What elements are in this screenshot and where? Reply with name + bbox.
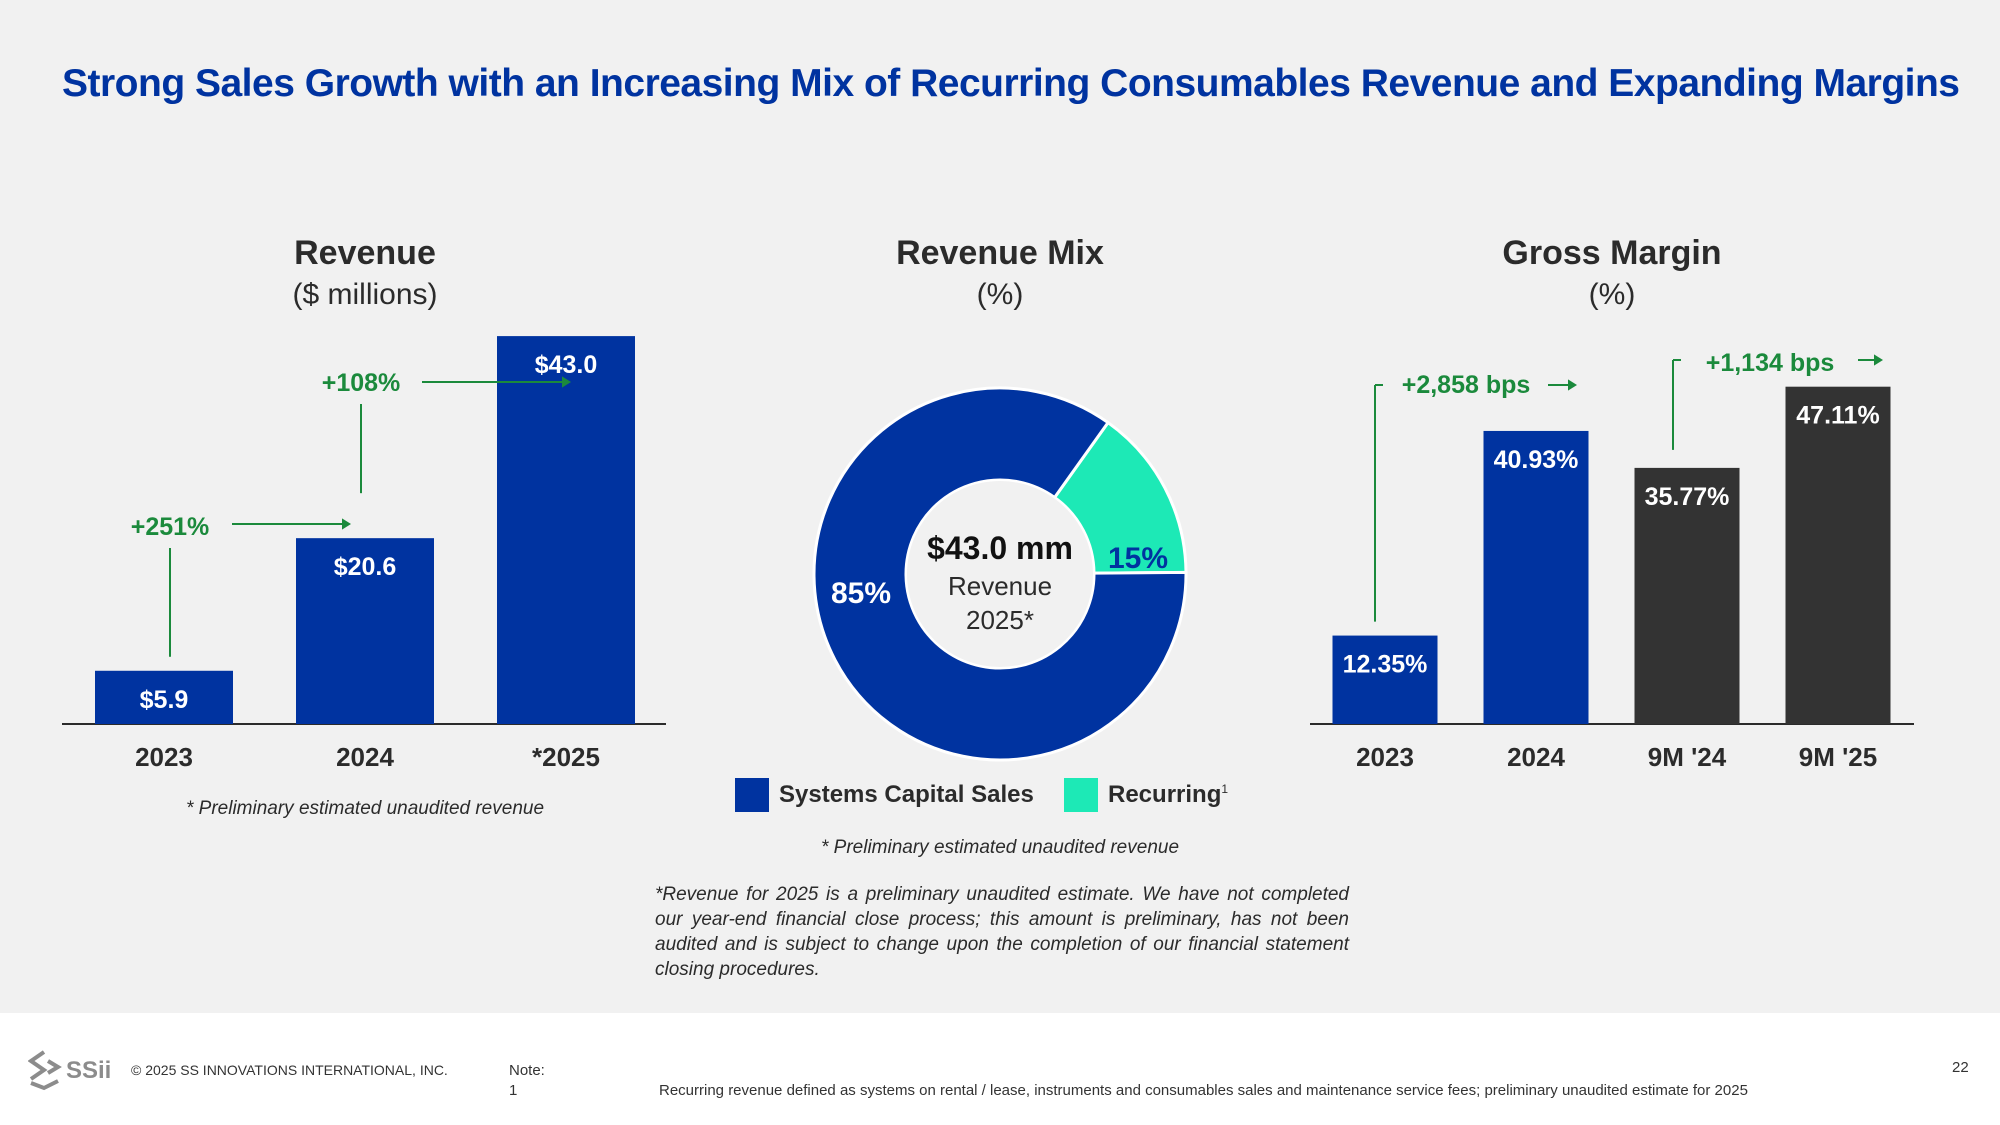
chart1-slice-label-systems: 85% [831,577,891,610]
chart2-value-label-3: 47.11% [1796,402,1879,430]
legend-label-recurring: Recurring1 [1108,781,1229,808]
chart1-donut-center [907,481,1093,667]
note-text: Recurring revenue defined as systems on … [659,1082,1748,1099]
chart1-slice-systems [812,386,1188,762]
chart1-center-label-2: 2025* [966,605,1034,635]
disclaimer-text: *Revenue for 2025 is a preliminary unaud… [655,884,1349,980]
chart2-bar-2 [1634,467,1740,724]
chart2-value-label-2: 35.77% [1645,483,1730,511]
footer: SSii © 2025 SS INNOVATIONS INTERNATIONAL… [0,1013,2000,1125]
page-number: 22 [1952,1059,1969,1076]
chart0-value-label-1: $20.6 [334,553,397,581]
chart2-category-label-0: 2023 [1356,742,1414,772]
chart2-annotation-arrow-1 [1874,354,1883,366]
chart2-bar-1 [1483,430,1589,724]
legend-item-recurring: Recurring1 [1064,778,1228,812]
chart2-value-label-1: 40.93% [1494,446,1579,474]
margin-title: Gross Margin [1502,234,1722,272]
copyright: © 2025 SS INNOVATIONS INTERNATIONAL, INC… [131,1062,448,1078]
chart0-bar-0 [95,670,233,724]
note-label: Note: [509,1062,545,1079]
chart1-center-label-1: Revenue [948,571,1052,601]
chart2-bar-0 [1332,635,1438,724]
logo-text: SSii [66,1057,111,1084]
chart2-category-label-2: 9M '24 [1648,742,1727,772]
chart2-category-label-3: 9M '25 [1799,742,1877,772]
chart0-category-label-2: *2025 [532,742,600,772]
ssii-logo: SSii [27,1049,128,1096]
chart0-bar-1 [296,538,434,724]
revenue-title: Revenue [294,234,436,272]
chart2-value-label-0: 12.35% [1343,651,1428,679]
slide-title: Strong Sales Growth with an Increasing M… [62,62,1960,105]
chart0-annotation-0: +251% [131,513,210,541]
chart0-value-label-2: $43.0 [535,351,598,379]
chart0-value-label-0: $5.9 [140,686,189,714]
chart1-slice-label-recurring: 15% [1108,542,1168,575]
mix-subtitle: (%) [976,278,1024,311]
margin-subtitle: (%) [1588,278,1636,311]
chart2-annotation-arrow-0 [1568,379,1577,391]
mix-footnote: * Preliminary estimated unaudited revenu… [820,837,1180,858]
chart2-bar-3 [1785,386,1891,724]
chart0-annotation-arrow-0 [342,518,351,530]
chart2-annotation-1: +1,134 bps [1706,349,1835,377]
chart0-annotation-1: +108% [322,369,401,397]
revenue-subtitle: ($ millions) [292,278,438,311]
chart1-center-value: $43.0 mm [927,530,1073,566]
chart0-category-label-1: 2024 [336,742,394,772]
legend-swatch-recurring [1064,778,1098,812]
legend-label-systems: Systems Capital Sales [779,781,1034,808]
chart0-bar-2 [497,336,635,724]
chart1-slice-recurring [1052,420,1188,575]
chart0-annotation-arrow-1 [562,376,571,388]
revenue-footnote: * Preliminary estimated unaudited revenu… [185,798,545,819]
chart0-category-label-0: 2023 [135,742,193,772]
chart2-annotation-0: +2,858 bps [1402,371,1531,399]
chart2-category-label-1: 2024 [1507,742,1565,772]
legend-swatch-systems [735,778,769,812]
mix-title: Revenue Mix [896,234,1104,272]
note-number: 1 [509,1082,518,1099]
legend-item-systems: Systems Capital Sales [735,778,1034,812]
